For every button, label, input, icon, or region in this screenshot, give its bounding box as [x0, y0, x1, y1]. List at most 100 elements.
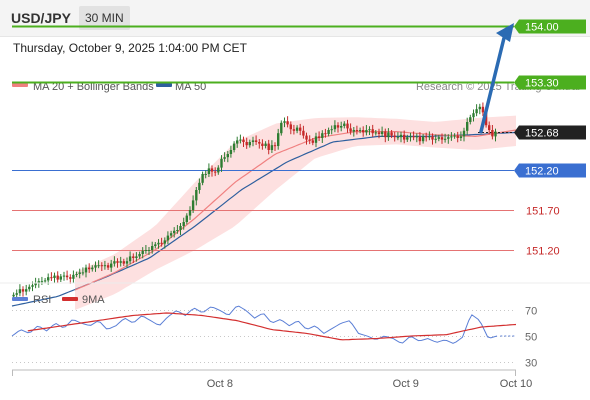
- candle-body: [418, 136, 422, 142]
- currency-pair: USD/JPY: [11, 10, 71, 26]
- candle-body: [245, 142, 248, 146]
- candle-body: [390, 132, 393, 136]
- candle-body: [207, 168, 211, 174]
- candle-body: [330, 129, 333, 131]
- candle-body: [40, 281, 44, 283]
- candle-body: [283, 121, 286, 123]
- candle-body: [368, 129, 371, 131]
- candle-body: [113, 261, 116, 264]
- candle-body: [147, 250, 151, 251]
- candle-body: [110, 263, 113, 268]
- candle-body: [169, 233, 173, 236]
- x-tick-label: Oct 9: [393, 378, 419, 390]
- candle-body: [450, 136, 453, 138]
- candle-body: [34, 282, 37, 286]
- candle-body: [362, 130, 365, 133]
- candle-body: [122, 261, 125, 264]
- candles: [12, 102, 497, 300]
- candle-body: [151, 246, 154, 250]
- ma20-legend-label: MA 20 + Bollinger Bands: [33, 81, 154, 93]
- chart-header: USD/JPY 30 MIN: [0, 0, 590, 37]
- candle-body: [138, 254, 141, 257]
- candle-body: [327, 130, 330, 134]
- candle-body: [421, 136, 425, 142]
- rsi-lines: [11, 305, 517, 344]
- rsi-gridlines: 70 50 30: [12, 306, 537, 370]
- candle-body: [431, 136, 434, 140]
- x-axis: Oct 8 Oct 9 Oct 10: [12, 369, 532, 390]
- level-label: 151.20: [526, 246, 560, 258]
- candle-body: [277, 133, 280, 146]
- candle-body: [317, 136, 321, 138]
- candle-body: [21, 289, 25, 292]
- price-legend: MA 20 + Bollinger Bands MA 50: [12, 81, 206, 93]
- ma20-legend-swatch: [12, 83, 28, 87]
- candle-body: [488, 125, 491, 130]
- candle-body: [292, 129, 296, 131]
- candle-body: [191, 200, 195, 210]
- candle-body: [355, 130, 359, 131]
- level-label: 152.20: [525, 166, 559, 178]
- candle-body: [125, 261, 129, 264]
- candle-body: [15, 293, 18, 295]
- candle-body: [466, 122, 469, 131]
- candle-body: [135, 256, 138, 258]
- candle-body: [72, 274, 75, 279]
- candle-body: [248, 142, 251, 146]
- candle-body: [352, 130, 355, 132]
- candle-body: [305, 135, 308, 140]
- forecast-arrow-head: [496, 23, 514, 42]
- candle-body: [380, 131, 384, 134]
- candle-body: [106, 265, 110, 268]
- level-label: 152.68: [525, 128, 559, 140]
- ma20-line: [74, 129, 517, 291]
- candle-body: [37, 281, 40, 283]
- candle-body: [188, 210, 192, 216]
- ma9-legend-swatch: [62, 297, 78, 301]
- candle-body: [346, 123, 349, 129]
- candle-body: [154, 244, 157, 246]
- candle-body: [428, 136, 431, 138]
- level-label-box: [514, 19, 586, 34]
- candle-body: [311, 140, 314, 143]
- candle-body: [425, 136, 428, 138]
- candle-body: [261, 143, 264, 146]
- candle-body: [59, 276, 62, 280]
- ma50-legend-swatch: [156, 83, 172, 87]
- candle-body: [217, 167, 220, 173]
- candle-body: [258, 142, 261, 144]
- candle-body: [220, 158, 223, 168]
- ma50-legend-label: MA 50: [175, 81, 206, 93]
- candle-body: [78, 272, 81, 274]
- candle-body: [94, 265, 97, 268]
- candle-body: [12, 294, 15, 297]
- level-label: 153.30: [525, 78, 559, 90]
- ma9-legend-label: 9MA: [82, 294, 105, 306]
- candle-body: [53, 275, 56, 278]
- candle-body: [314, 136, 318, 143]
- x-tick-label: Oct 8: [207, 378, 233, 390]
- candle-body: [374, 132, 377, 134]
- candle-body: [226, 154, 229, 158]
- candle-body: [232, 143, 236, 150]
- level-label-box: [514, 75, 586, 90]
- candle-body: [173, 230, 176, 234]
- candle-body: [75, 274, 78, 275]
- candle-body: [65, 275, 69, 278]
- candle-body: [69, 277, 72, 279]
- candle-body: [144, 250, 148, 251]
- candle-body: [103, 265, 107, 267]
- candle-body: [270, 145, 274, 150]
- ma9-line: [27, 312, 517, 341]
- candle-body: [267, 143, 270, 150]
- bollinger-band: [75, 115, 516, 310]
- candle-body: [28, 286, 31, 290]
- candle-body: [343, 123, 346, 126]
- candle-body: [453, 135, 456, 137]
- candle-body: [50, 277, 53, 279]
- candle-body: [321, 133, 324, 138]
- candle-body: [88, 267, 91, 270]
- candle-body: [239, 139, 242, 141]
- candle-body: [484, 112, 488, 126]
- rsi-tick-label: 70: [525, 306, 537, 318]
